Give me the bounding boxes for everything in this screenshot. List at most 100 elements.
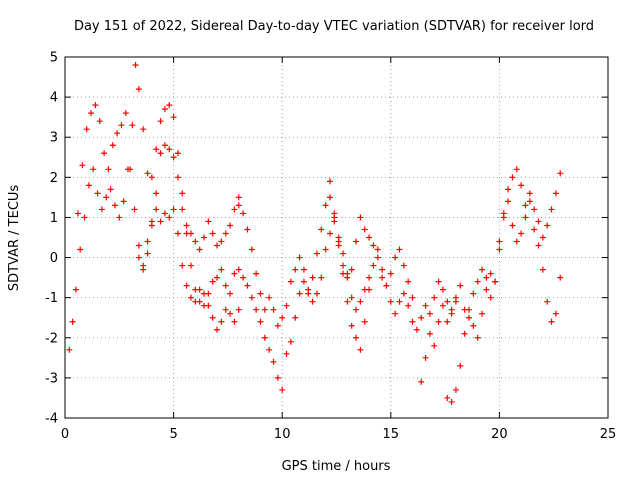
data-point <box>366 274 373 281</box>
data-point <box>483 286 490 293</box>
data-point <box>413 326 420 333</box>
data-point <box>379 274 386 281</box>
data-point <box>331 210 338 217</box>
data-point <box>75 210 82 217</box>
data-point <box>248 294 255 301</box>
data-point <box>222 230 229 237</box>
data-point <box>474 334 481 341</box>
data-point <box>261 306 268 313</box>
data-point <box>309 298 316 305</box>
data-point <box>132 62 139 69</box>
data-point <box>509 222 516 229</box>
data-point <box>170 206 177 213</box>
data-point <box>535 218 542 225</box>
data-point <box>392 310 399 317</box>
data-point <box>509 174 516 181</box>
data-point <box>127 166 134 173</box>
data-point <box>370 242 377 249</box>
data-point <box>313 250 320 257</box>
data-point <box>170 154 177 161</box>
y-tick-label: 0 <box>50 251 58 266</box>
data-point <box>409 294 416 301</box>
data-point <box>465 314 472 321</box>
data-point <box>274 374 281 381</box>
data-point <box>431 294 438 301</box>
data-point <box>77 246 84 253</box>
data-point <box>539 266 546 273</box>
data-point <box>422 302 429 309</box>
y-tick-label: -3 <box>45 371 58 386</box>
data-point <box>107 186 114 193</box>
data-point <box>118 122 125 129</box>
data-point <box>292 314 299 321</box>
y-tick-label: -1 <box>45 291 58 306</box>
x-tick-label: 0 <box>61 427 69 442</box>
data-point <box>518 230 525 237</box>
data-point <box>122 110 129 117</box>
data-point <box>187 294 194 301</box>
x-tick-label: 5 <box>169 427 177 442</box>
data-point <box>283 350 290 357</box>
data-point <box>374 246 381 253</box>
y-tick-label: 5 <box>50 51 58 66</box>
data-point <box>166 102 173 109</box>
data-point <box>114 130 121 137</box>
data-point <box>296 254 303 261</box>
data-point <box>227 310 234 317</box>
data-point <box>209 278 216 285</box>
data-point <box>209 314 216 321</box>
data-point <box>140 262 147 269</box>
data-point <box>487 270 494 277</box>
data-point <box>135 242 142 249</box>
x-tick-label: 25 <box>600 427 617 442</box>
data-point <box>300 278 307 285</box>
data-point <box>214 274 221 281</box>
data-point <box>240 274 247 281</box>
data-point <box>357 298 364 305</box>
data-point <box>544 222 551 229</box>
data-point <box>192 238 199 245</box>
data-point <box>448 398 455 405</box>
data-point <box>361 226 368 233</box>
data-point <box>326 178 333 185</box>
data-point <box>353 334 360 341</box>
data-point <box>218 266 225 273</box>
series-track-2 <box>75 102 242 333</box>
data-point <box>331 218 338 225</box>
data-point <box>470 322 477 329</box>
data-point <box>196 246 203 253</box>
data-point <box>103 194 110 201</box>
data-point <box>153 206 160 213</box>
data-point <box>153 190 160 197</box>
data-point <box>231 206 238 213</box>
data-point <box>129 122 136 129</box>
y-axis-label: SDTVAR / TECUs <box>7 185 22 292</box>
data-point <box>335 242 342 249</box>
data-point <box>483 274 490 281</box>
data-point <box>435 278 442 285</box>
data-point <box>557 170 564 177</box>
data-point <box>205 218 212 225</box>
data-point <box>439 302 446 309</box>
data-point <box>292 266 299 273</box>
data-point <box>218 238 225 245</box>
x-tick-label: 20 <box>491 427 508 442</box>
y-tick-label: 1 <box>50 211 58 226</box>
data-point <box>505 198 512 205</box>
data-point <box>548 318 555 325</box>
data-point <box>94 190 101 197</box>
data-point <box>348 322 355 329</box>
data-point <box>400 262 407 269</box>
data-point <box>465 306 472 313</box>
data-point <box>340 250 347 257</box>
data-point <box>98 206 105 213</box>
data-point <box>231 270 238 277</box>
series-track-7 <box>418 166 564 385</box>
data-point <box>148 222 155 229</box>
data-point <box>526 190 533 197</box>
data-point <box>157 150 164 157</box>
data-point <box>353 238 360 245</box>
data-point <box>72 286 79 293</box>
data-point <box>266 346 273 353</box>
data-point <box>348 294 355 301</box>
